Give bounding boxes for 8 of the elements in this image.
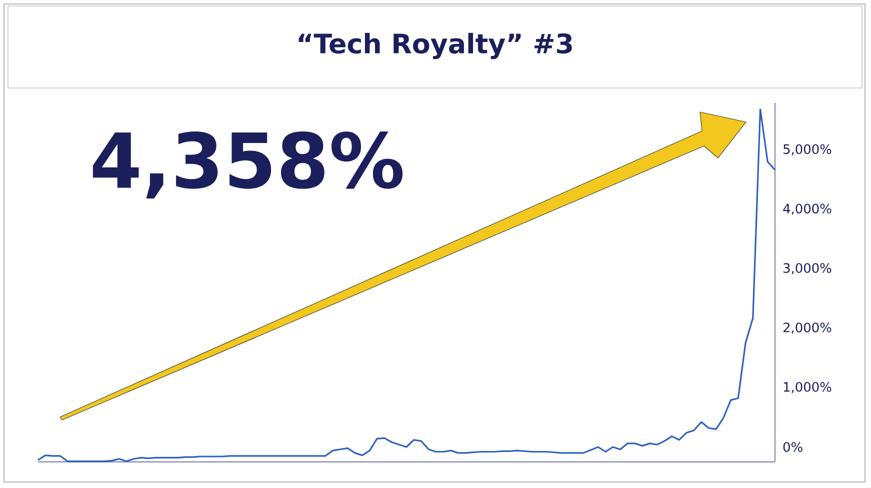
annotation: 4,358% — [92, 132, 403, 198]
y-tick-label: 2,000% — [783, 322, 832, 334]
y-tick-label: 0% — [783, 442, 802, 452]
y-tick-label: 3,000% — [784, 263, 832, 274]
y-tick-label: 4,000% — [783, 204, 832, 215]
chart-title: “Tech Royalty” #3 — [298, 32, 572, 60]
y-tick-label: 1,000% — [784, 382, 832, 394]
y-tick-label: 5,000% — [784, 144, 832, 156]
